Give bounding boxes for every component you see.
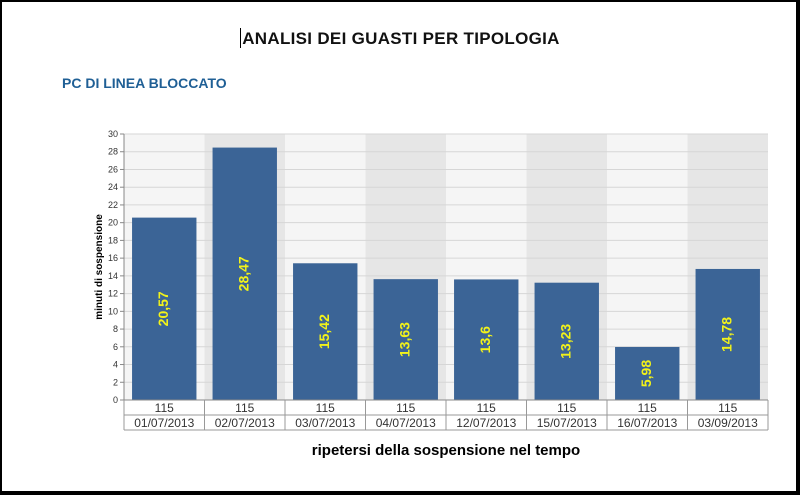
x-category-label: 04/07/2013 (376, 416, 436, 430)
bar (293, 263, 358, 400)
report-title: ANALISI DEI GUASTI PER TIPOLOGIA (0, 28, 800, 49)
y-tick-label: 0 (113, 395, 118, 405)
bar (534, 282, 599, 400)
y-tick-label: 6 (113, 342, 118, 352)
y-axis-label: minuti di sospensione (94, 214, 105, 320)
y-tick-label: 14 (108, 271, 118, 281)
bar (373, 279, 438, 400)
y-tick-label: 2 (113, 377, 118, 387)
y-tick-label: 18 (108, 235, 118, 245)
bar (454, 279, 519, 400)
y-tick-label: 28 (108, 147, 118, 157)
x-category-label: 15/07/2013 (537, 416, 597, 430)
y-tick-label: 16 (108, 253, 118, 263)
bar (695, 268, 760, 400)
x-category-code: 115 (316, 401, 335, 415)
x-category-label: 03/07/2013 (295, 416, 355, 430)
y-tick-label: 10 (108, 306, 118, 316)
x-category-label: 12/07/2013 (456, 416, 516, 430)
y-tick-label: 20 (108, 218, 118, 228)
y-tick-label: 22 (108, 200, 118, 210)
bar-value-label: 15,42 (316, 314, 332, 349)
bar (212, 147, 277, 400)
x-category-label: 03/09/2013 (698, 416, 758, 430)
y-tick-label: 26 (108, 164, 118, 174)
bar-value-label: 28,47 (235, 256, 251, 291)
text-caret (240, 28, 242, 48)
x-axis-label: ripetersi della sospensione nel tempo (312, 442, 580, 459)
x-axis: 11501/07/201311502/07/201311503/07/20131… (123, 399, 769, 431)
y-tick-label: 24 (108, 182, 118, 192)
bar-value-label: 14,78 (718, 317, 734, 352)
x-category-label: 16/07/2013 (617, 416, 677, 430)
x-category-label: 01/07/2013 (134, 416, 194, 430)
y-tick-label: 30 (108, 129, 118, 139)
bar-value-label: 20,57 (155, 291, 171, 326)
y-tick-label: 4 (113, 360, 118, 370)
x-category-code: 115 (155, 401, 174, 415)
bar-value-label: 13,6 (477, 326, 493, 353)
bars: 20,57 28,47 15,42 13,63 13,6 13,23 5,98 14,78 (132, 147, 760, 400)
x-category-code: 115 (477, 401, 496, 415)
x-category-code: 115 (557, 401, 576, 415)
x-category-code: 115 (638, 401, 657, 415)
section-title: PC DI LINEA BLOCCATO (62, 75, 227, 91)
x-category-label: 02/07/2013 (215, 416, 275, 430)
bar-value-label: 5,98 (638, 360, 654, 387)
y-tick-label: 8 (113, 324, 118, 334)
x-category-code: 115 (235, 401, 254, 415)
report-title-text: ANALISI DEI GUASTI PER TIPOLOGIA (242, 29, 560, 48)
bar-value-label: 13,23 (557, 324, 573, 359)
x-category-code: 115 (718, 401, 737, 415)
bar (132, 217, 197, 400)
x-category-code: 115 (396, 401, 415, 415)
bar (615, 346, 680, 400)
y-tick-label: 12 (108, 289, 118, 299)
bar-value-label: 13,63 (396, 322, 412, 357)
